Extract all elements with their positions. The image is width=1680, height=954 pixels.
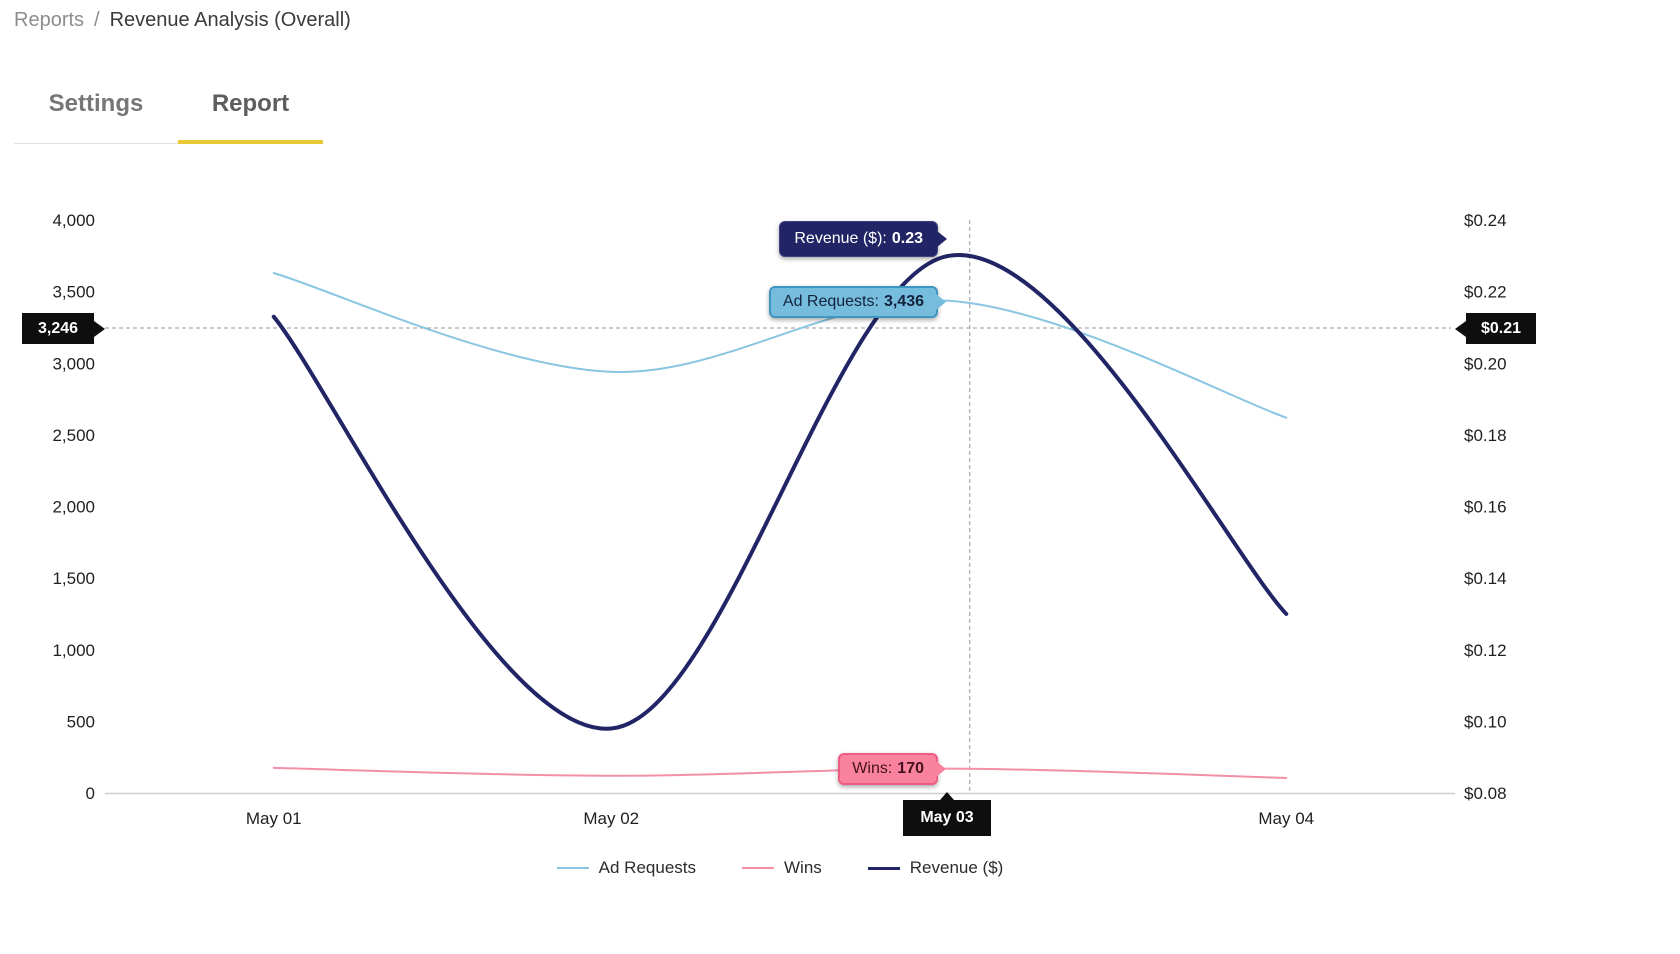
tab-report[interactable]: Report bbox=[178, 84, 323, 144]
breadcrumb-separator: / bbox=[94, 9, 100, 31]
left-axis-tick: 1,500 bbox=[52, 569, 95, 588]
right-axis-tick: $0.12 bbox=[1464, 641, 1507, 660]
legend-label-revenue: Revenue ($) bbox=[909, 858, 1004, 877]
x-axis-tick: May 04 bbox=[1258, 809, 1314, 828]
left-axis-tick: 3,500 bbox=[52, 283, 95, 302]
crosshair-left-axis-label: 3,246 bbox=[22, 313, 94, 344]
revenue-line bbox=[271, 253, 1289, 731]
x-axis-tick: May 01 bbox=[246, 809, 302, 828]
wins-tooltip-value: 170 bbox=[897, 760, 924, 777]
page-title: Revenue Analysis (Overall) bbox=[109, 9, 351, 31]
left-axis-tick: 2,500 bbox=[52, 426, 95, 445]
right-axis-tick: $0.08 bbox=[1464, 784, 1507, 803]
left-axis-tick: 1,000 bbox=[52, 641, 95, 660]
right-axis-tick: $0.10 bbox=[1464, 712, 1507, 731]
crosshair-right-axis-label: $0.21 bbox=[1466, 313, 1536, 344]
revenue-tooltip-label: Revenue ($): bbox=[794, 230, 887, 247]
wins-line-swatch-icon bbox=[742, 867, 774, 869]
left-axis-tick: 0 bbox=[86, 784, 95, 803]
crosshair-date-label: May 03 bbox=[903, 800, 991, 836]
right-axis-tick: $0.16 bbox=[1464, 498, 1507, 517]
breadcrumb-reports-link[interactable]: Reports bbox=[14, 9, 85, 31]
ad-requests-tooltip: Ad Requests: 3,436 bbox=[768, 286, 938, 318]
revenue-line-swatch-icon bbox=[867, 866, 900, 870]
tab-settings[interactable]: Settings bbox=[14, 84, 178, 144]
ad-requests-tooltip-label: Ad Requests: bbox=[782, 293, 879, 310]
right-axis-tick: $0.14 bbox=[1464, 569, 1507, 588]
left-axis-tick: 4,000 bbox=[52, 211, 95, 230]
tab-bar: Settings Report bbox=[14, 84, 323, 144]
legend-item-wins[interactable]: Wins bbox=[742, 858, 822, 878]
right-axis-tick: $0.18 bbox=[1464, 426, 1507, 445]
breadcrumb: Reports / Revenue Analysis (Overall) bbox=[14, 9, 351, 32]
left-axis-tick: 500 bbox=[67, 712, 95, 731]
wins-tooltip: Wins: 170 bbox=[838, 753, 938, 785]
chart-legend: Ad Requests Wins Revenue ($) bbox=[0, 858, 1680, 878]
ad-requests-line bbox=[272, 272, 1288, 419]
wins-tooltip-label: Wins: bbox=[852, 760, 893, 777]
legend-item-ad-requests[interactable]: Ad Requests bbox=[556, 858, 696, 878]
ad-requests-tooltip-value: 3,436 bbox=[883, 293, 924, 310]
ad-requests-line-swatch-icon bbox=[556, 867, 589, 869]
x-axis-tick: May 02 bbox=[583, 809, 639, 828]
legend-label-ad-requests: Ad Requests bbox=[598, 858, 696, 877]
right-axis-tick: $0.22 bbox=[1464, 283, 1507, 302]
left-axis-tick: 3,000 bbox=[52, 354, 95, 373]
right-axis-tick: $0.20 bbox=[1464, 354, 1507, 373]
left-axis-tick: 2,000 bbox=[52, 498, 95, 517]
legend-item-revenue[interactable]: Revenue ($) bbox=[867, 858, 1004, 878]
revenue-tooltip: Revenue ($): 0.23 bbox=[779, 221, 938, 257]
legend-label-wins: Wins bbox=[784, 858, 822, 877]
revenue-tooltip-value: 0.23 bbox=[891, 230, 923, 247]
wins-line bbox=[272, 766, 1288, 779]
right-axis-tick: $0.24 bbox=[1464, 211, 1507, 230]
